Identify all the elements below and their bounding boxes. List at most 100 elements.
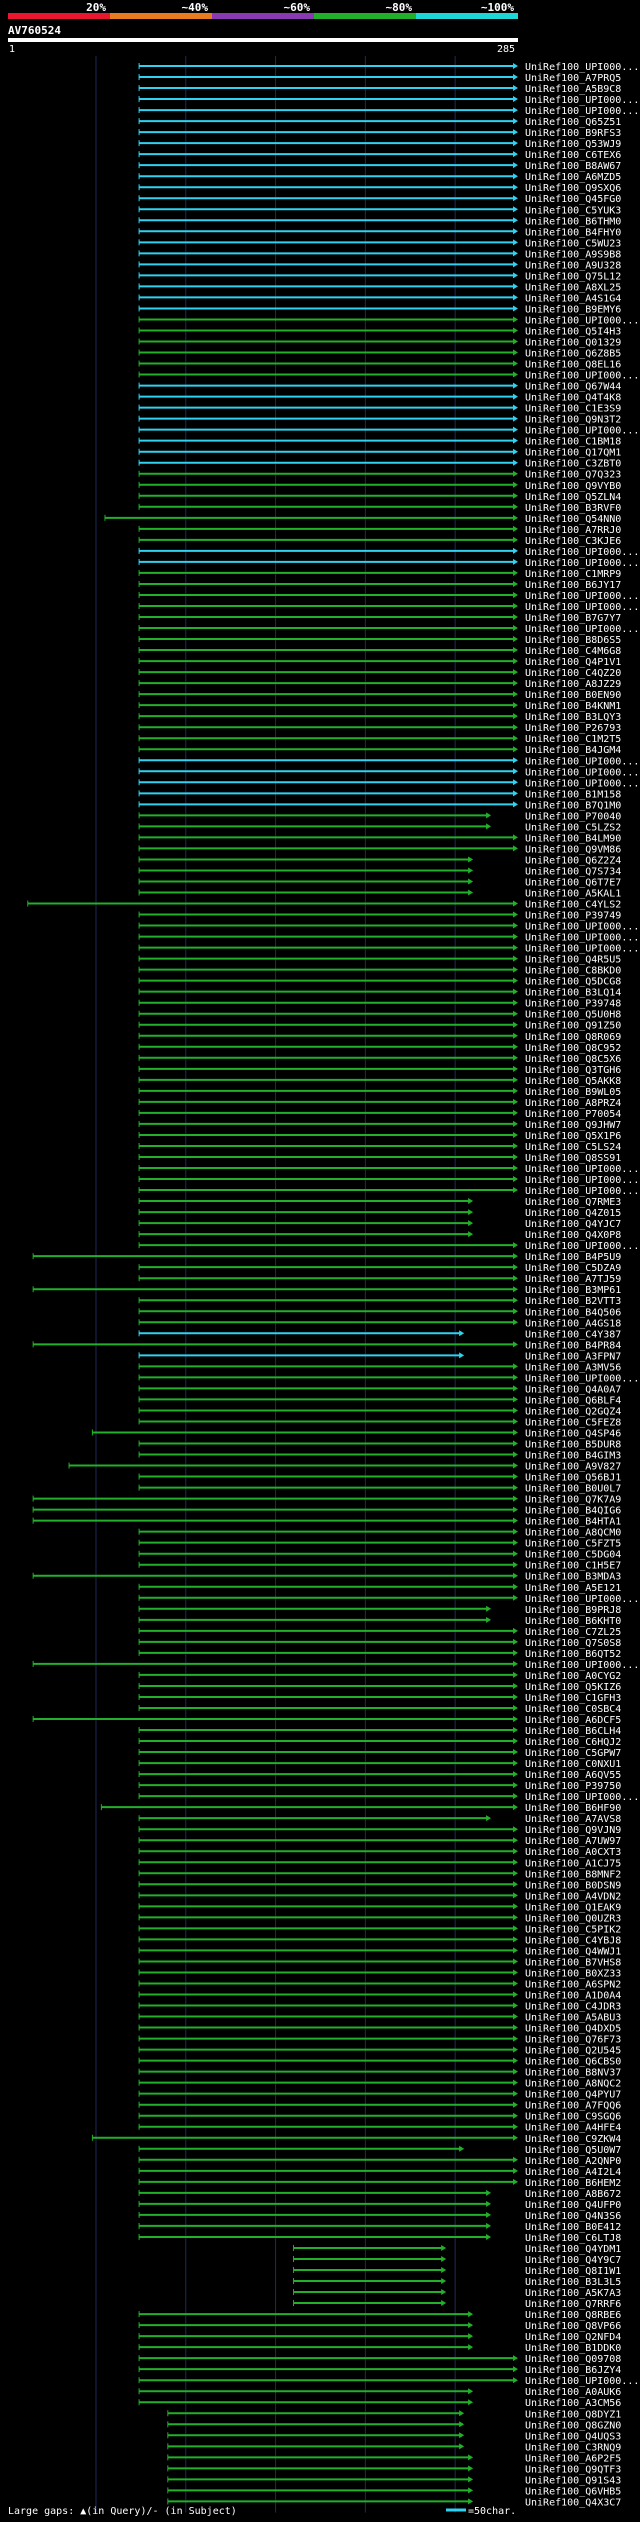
hit-label[interactable]: UniRef100_B0XZ33	[525, 1968, 621, 1979]
hit-label[interactable]: UniRef100_B4LM90	[525, 833, 621, 844]
hit-label[interactable]: UniRef100_Q6BLF4	[525, 1395, 621, 1406]
hit-label[interactable]: UniRef100_Q5DCG8	[525, 977, 621, 988]
hit-label[interactable]: UniRef100_UPI000...	[525, 1373, 639, 1384]
hit-label[interactable]: UniRef100_Q4Z015	[525, 1208, 621, 1219]
hit-label[interactable]: UniRef100_B7G7Y7	[525, 613, 621, 624]
hit-label[interactable]: UniRef100_C9SGQ6	[525, 2112, 621, 2123]
hit-label[interactable]: UniRef100_A1D0A4	[525, 1991, 621, 2002]
hit-label[interactable]: UniRef100_Q6Z8B5	[525, 349, 621, 360]
hit-label[interactable]: UniRef100_A9V827	[525, 1462, 621, 1473]
hit-label[interactable]: UniRef100_Q9VJN9	[525, 1825, 621, 1836]
hit-label[interactable]: UniRef100_A8QCM0	[525, 1528, 621, 1539]
hit-label[interactable]: UniRef100_B4P5U9	[525, 1252, 621, 1263]
hit-label[interactable]: UniRef100_B8NV37	[525, 2068, 621, 2079]
hit-label[interactable]: UniRef100_UPI000...	[525, 922, 639, 933]
hit-label[interactable]: UniRef100_A8JZ29	[525, 679, 621, 690]
hit-label[interactable]: UniRef100_Q91S43	[525, 2475, 621, 2486]
hit-label[interactable]: UniRef100_C5LS24	[525, 1142, 621, 1153]
hit-label[interactable]: UniRef100_A0CYG2	[525, 1671, 621, 1682]
hit-label[interactable]: UniRef100_UPI000...	[525, 756, 639, 767]
hit-label[interactable]: UniRef100_A5K7A3	[525, 2288, 621, 2299]
hit-label[interactable]: UniRef100_Q0UZR3	[525, 1913, 621, 1924]
hit-label[interactable]: UniRef100_Q7Q323	[525, 470, 621, 481]
hit-label[interactable]: UniRef100_Q3TGH6	[525, 1065, 621, 1076]
hit-label[interactable]: UniRef100_C5LZS2	[525, 822, 621, 833]
hit-label[interactable]: UniRef100_Q4N3S6	[525, 2211, 621, 2222]
hit-label[interactable]: UniRef100_B4PR84	[525, 1340, 621, 1351]
hit-label[interactable]: UniRef100_C3KJE6	[525, 536, 621, 547]
hit-label[interactable]: UniRef100_Q2U545	[525, 2046, 621, 2057]
hit-label[interactable]: UniRef100_Q4A0A7	[525, 1384, 621, 1395]
hit-label[interactable]: UniRef100_Q1EAK9	[525, 1902, 621, 1913]
hit-label[interactable]: UniRef100_Q8C5X6	[525, 1054, 621, 1065]
hit-label[interactable]: UniRef100_UPI000...	[525, 2376, 639, 2387]
hit-label[interactable]: UniRef100_Q7RME3	[525, 1197, 621, 1208]
hit-label[interactable]: UniRef100_UPI000...	[525, 1594, 639, 1605]
hit-label[interactable]: UniRef100_Q7K7A9	[525, 1495, 621, 1506]
hit-label[interactable]: UniRef100_B3MDA3	[525, 1572, 621, 1583]
hit-label[interactable]: UniRef100_A4HFE4	[525, 2123, 621, 2134]
hit-label[interactable]: UniRef100_B4QIG6	[525, 1506, 621, 1517]
hit-label[interactable]: UniRef100_Q5ZLN4	[525, 492, 621, 503]
hit-label[interactable]: UniRef100_B9WL05	[525, 1087, 621, 1098]
hit-label[interactable]: UniRef100_Q6T7E7	[525, 877, 621, 888]
hit-label[interactable]: UniRef100_B4FHY0	[525, 227, 621, 238]
hit-label[interactable]: UniRef100_UPI000...	[525, 315, 639, 326]
hit-label[interactable]: UniRef100_Q4X0P8	[525, 1230, 621, 1241]
hit-label[interactable]: UniRef100_A5E121	[525, 1583, 621, 1594]
hit-label[interactable]: UniRef100_P70040	[525, 811, 621, 822]
hit-label[interactable]: UniRef100_A6SPN2	[525, 1979, 621, 1990]
hit-label[interactable]: UniRef100_B2VTT3	[525, 1296, 621, 1307]
hit-label[interactable]: UniRef100_A3MV56	[525, 1362, 621, 1373]
hit-label[interactable]: UniRef100_C4QZ20	[525, 668, 621, 679]
hit-label[interactable]: UniRef100_A8B672	[525, 2189, 621, 2200]
hit-label[interactable]: UniRef100_Q4Y9C7	[525, 2255, 621, 2266]
hit-label[interactable]: UniRef100_Q09708	[525, 2354, 621, 2365]
hit-label[interactable]: UniRef100_Q2NFD4	[525, 2332, 621, 2343]
hit-label[interactable]: UniRef100_C6TEX6	[525, 150, 621, 161]
hit-label[interactable]: UniRef100_Q8RBE6	[525, 2310, 621, 2321]
hit-label[interactable]: UniRef100_UPI000...	[525, 558, 639, 569]
hit-label[interactable]: UniRef100_C3ZBT0	[525, 459, 621, 470]
hit-label[interactable]: UniRef100_A9U328	[525, 260, 621, 271]
hit-label[interactable]: UniRef100_UPI000...	[525, 591, 639, 602]
hit-label[interactable]: UniRef100_Q01329	[525, 338, 621, 349]
hit-label[interactable]: UniRef100_Q8R069	[525, 1032, 621, 1043]
hit-label[interactable]: UniRef100_B9EMY6	[525, 304, 621, 315]
hit-label[interactable]: UniRef100_B0E412	[525, 2222, 621, 2233]
hit-label[interactable]: UniRef100_A8PRZ4	[525, 1098, 621, 1109]
hit-label[interactable]: UniRef100_Q8DYZ1	[525, 2409, 621, 2420]
hit-label[interactable]: UniRef100_Q54NN0	[525, 514, 621, 525]
hit-label[interactable]: UniRef100_C1GFH3	[525, 1693, 621, 1704]
hit-label[interactable]: UniRef100_UPI000...	[525, 933, 639, 944]
hit-label[interactable]: UniRef100_Q5X1P6	[525, 1131, 621, 1142]
hit-label[interactable]: UniRef100_B6QT52	[525, 1649, 621, 1660]
hit-label[interactable]: UniRef100_C1M2T5	[525, 734, 621, 745]
hit-label[interactable]: UniRef100_Q4PYU7	[525, 2090, 621, 2101]
hit-label[interactable]: UniRef100_UPI000...	[525, 62, 639, 73]
hit-label[interactable]: UniRef100_C5PIK2	[525, 1924, 621, 1935]
hit-label[interactable]: UniRef100_A8XL25	[525, 282, 621, 293]
hit-label[interactable]: UniRef100_Q17QM1	[525, 448, 621, 459]
hit-label[interactable]: UniRef100_P39748	[525, 999, 621, 1010]
hit-label[interactable]: UniRef100_C5FZT5	[525, 1539, 621, 1550]
hit-label[interactable]: UniRef100_Q9JHW7	[525, 1120, 621, 1131]
hit-label[interactable]: UniRef100_C6HQJ2	[525, 1737, 621, 1748]
hit-label[interactable]: UniRef100_Q45FG0	[525, 194, 621, 205]
hit-label[interactable]: UniRef100_C4JDR3	[525, 2002, 621, 2013]
hit-label[interactable]: UniRef100_C4YBJ8	[525, 1935, 621, 1946]
hit-label[interactable]: UniRef100_Q65Z51	[525, 117, 621, 128]
hit-label[interactable]: UniRef100_Q2GQZ4	[525, 1406, 621, 1417]
hit-label[interactable]: UniRef100_C1MRP9	[525, 569, 621, 580]
hit-label[interactable]: UniRef100_Q9VM86	[525, 844, 621, 855]
hit-label[interactable]: UniRef100_Q4DXD5	[525, 2024, 621, 2035]
hit-label[interactable]: UniRef100_A0AUK6	[525, 2387, 621, 2398]
hit-label[interactable]: UniRef100_UPI000...	[525, 371, 639, 382]
hit-label[interactable]: UniRef100_Q4UQS3	[525, 2431, 621, 2442]
hit-label[interactable]: UniRef100_Q53WJ9	[525, 139, 621, 150]
hit-label[interactable]: UniRef100_UPI000...	[525, 426, 639, 437]
hit-label[interactable]: UniRef100_C8BKD0	[525, 966, 621, 977]
hit-label[interactable]: UniRef100_Q4X3C7	[525, 2497, 621, 2508]
hit-label[interactable]: UniRef100_Q5I4H3	[525, 326, 621, 337]
hit-label[interactable]: UniRef100_Q5U0H8	[525, 1010, 621, 1021]
